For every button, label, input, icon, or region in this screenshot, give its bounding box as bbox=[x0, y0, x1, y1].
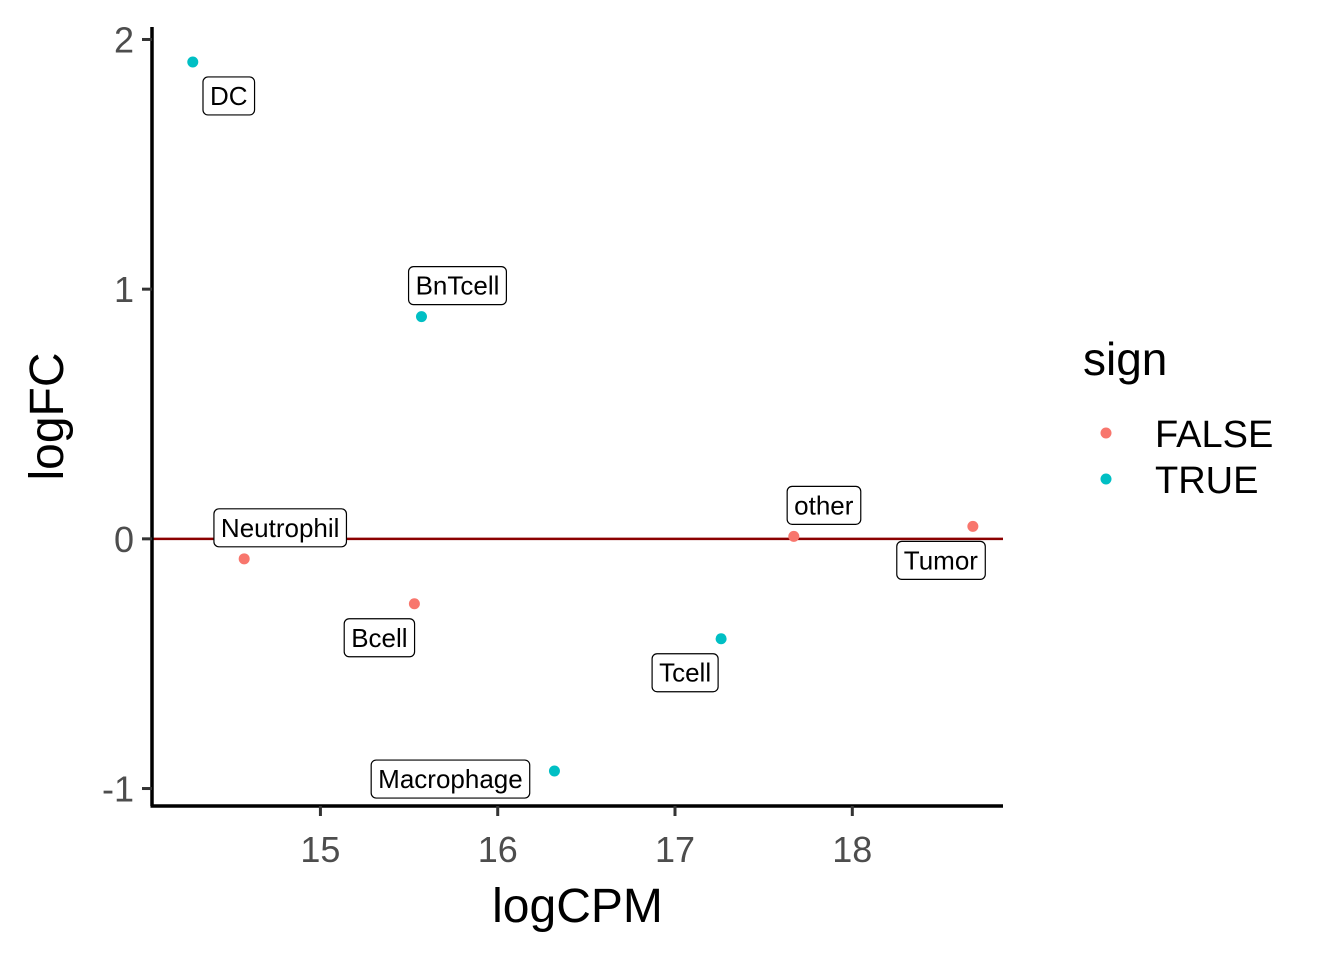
data-points bbox=[187, 56, 979, 777]
point-label-text: Macrophage bbox=[378, 764, 523, 794]
data-point bbox=[187, 56, 199, 68]
data-point bbox=[408, 598, 420, 610]
point-label-box bbox=[651, 653, 719, 693]
point-label-box bbox=[213, 508, 348, 548]
y-tick-label: 0 bbox=[114, 519, 134, 560]
point-label-text: Tcell bbox=[659, 658, 711, 688]
point-label-box bbox=[896, 540, 986, 580]
legend-entry-label: FALSE bbox=[1155, 414, 1273, 456]
point-label-text: other bbox=[794, 490, 854, 520]
point-label: Macrophage bbox=[370, 759, 531, 799]
point-label-box bbox=[370, 759, 531, 799]
point-label-box bbox=[343, 618, 416, 658]
point-label: Neutrophil bbox=[213, 508, 348, 548]
legend-key bbox=[1100, 427, 1112, 439]
data-point bbox=[788, 530, 800, 542]
point-label: BnTcell bbox=[407, 266, 507, 306]
x-tick-label: 15 bbox=[300, 829, 340, 870]
legend-entry-label: TRUE bbox=[1155, 460, 1258, 502]
y-tick-label: -1 bbox=[102, 769, 134, 810]
x-tick-label: 18 bbox=[832, 829, 872, 870]
legend-key bbox=[1100, 473, 1112, 485]
point-label-box bbox=[202, 76, 256, 116]
data-point bbox=[415, 311, 427, 323]
point-label: Tumor bbox=[896, 540, 986, 580]
point-label-box bbox=[407, 266, 507, 306]
y-axis-title: logFC bbox=[21, 352, 74, 480]
y-tick-label: 2 bbox=[114, 19, 134, 60]
data-point bbox=[715, 633, 727, 645]
plot-area bbox=[150, 27, 1003, 808]
point-label-text: Tumor bbox=[904, 545, 978, 575]
x-tick-label: 17 bbox=[655, 829, 695, 870]
legend-title: sign bbox=[1083, 333, 1167, 385]
point-label: DC bbox=[202, 76, 256, 116]
point-label: Bcell bbox=[343, 618, 416, 658]
data-point bbox=[967, 520, 979, 532]
data-point bbox=[238, 553, 250, 565]
x-tick-label: 16 bbox=[478, 829, 518, 870]
point-label-text: DC bbox=[210, 81, 248, 111]
point-label: other bbox=[786, 485, 862, 525]
data-point bbox=[548, 765, 560, 777]
x-axis-title: logCPM bbox=[492, 880, 663, 933]
point-label-text: Neutrophil bbox=[221, 513, 340, 543]
y-tick-label: 1 bbox=[114, 269, 134, 310]
point-label-text: BnTcell bbox=[416, 271, 500, 301]
axis-ticks: 15 16 17 18 -1 0 1 2 bbox=[102, 19, 872, 870]
point-labels: DC BnTcell Neutrophil Bcell other Tumor Tcell M… bbox=[202, 76, 986, 799]
point-label: Tcell bbox=[651, 653, 719, 693]
point-label-box bbox=[786, 485, 862, 525]
point-label-text: Bcell bbox=[351, 623, 407, 653]
